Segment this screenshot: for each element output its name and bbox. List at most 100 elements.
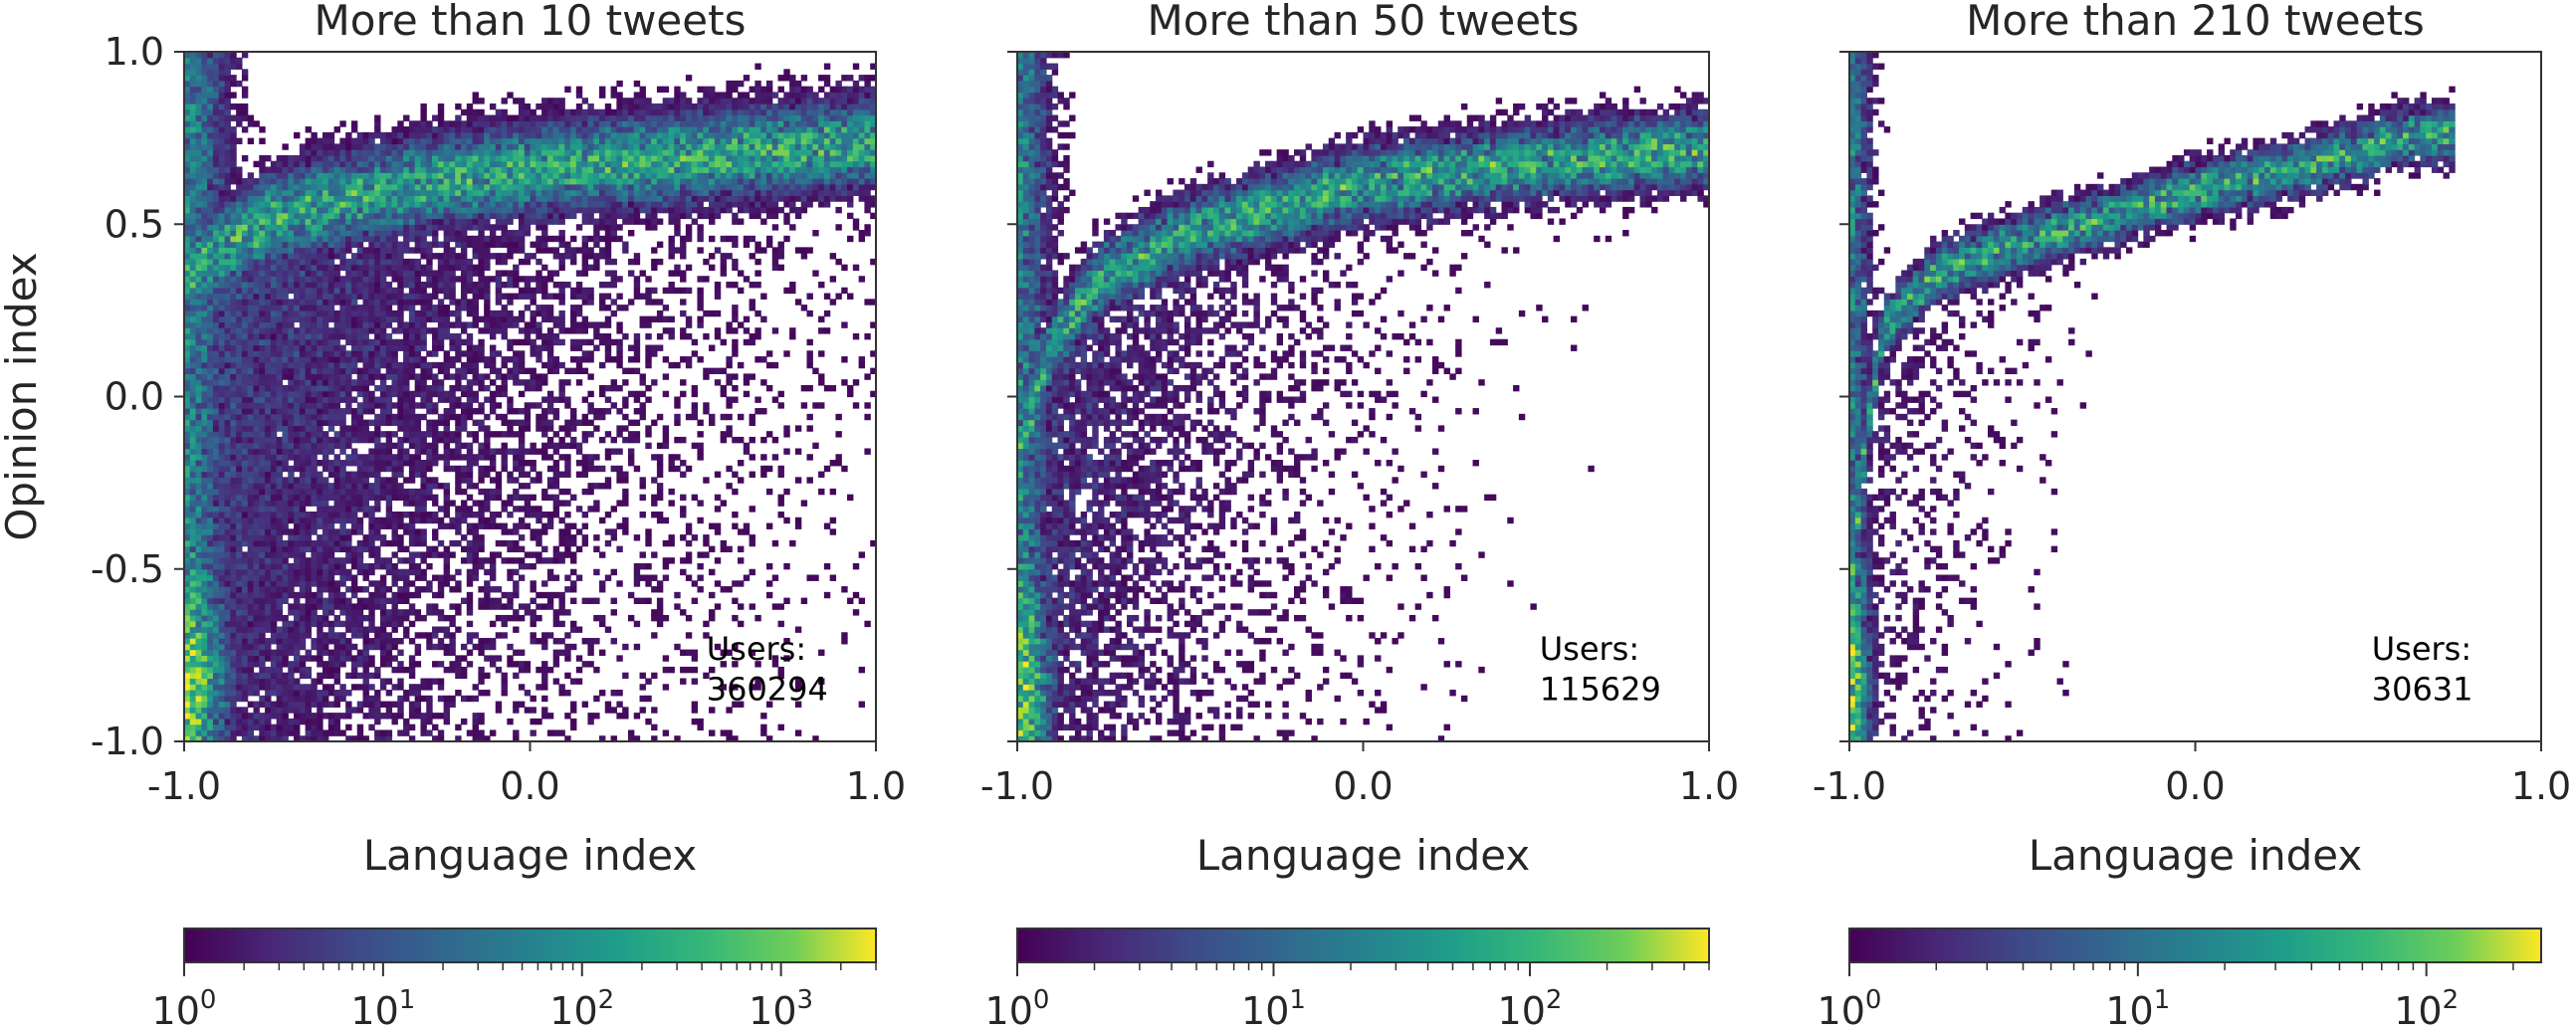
heatmap-cell <box>409 667 415 673</box>
heatmap-cell <box>300 431 306 437</box>
heatmap-cell <box>386 259 392 265</box>
heatmap-cell <box>322 247 328 253</box>
heatmap-cell <box>444 253 450 259</box>
heatmap-cell <box>374 385 380 391</box>
heatmap-cell <box>444 195 450 201</box>
heatmap-cell <box>271 190 277 196</box>
heatmap-cell <box>236 632 242 638</box>
heatmap-cell <box>449 632 455 638</box>
heatmap-cell <box>392 167 398 173</box>
heatmap-cell <box>265 402 271 408</box>
heatmap-cell <box>409 310 415 316</box>
heatmap-cell <box>242 483 248 489</box>
heatmap-cell <box>277 408 283 414</box>
heatmap-cell <box>201 120 207 126</box>
heatmap-cell <box>322 201 328 207</box>
heatmap-cell <box>277 420 283 426</box>
heatmap-cell <box>392 569 398 575</box>
heatmap-cell <box>207 580 213 586</box>
heatmap-cell <box>386 350 392 356</box>
heatmap-cell <box>300 684 306 690</box>
heatmap-cell <box>196 58 202 64</box>
heatmap-cell <box>242 224 248 230</box>
heatmap-cell <box>455 207 461 213</box>
heatmap-cell <box>300 495 306 501</box>
heatmap-cell <box>219 425 225 431</box>
heatmap-cell <box>219 563 225 569</box>
heatmap-cell <box>277 299 283 305</box>
heatmap-cell <box>300 644 306 650</box>
heatmap-cell <box>386 253 392 259</box>
heatmap-cell <box>248 379 254 385</box>
heatmap-cell <box>490 655 496 661</box>
heatmap-cell <box>317 673 322 679</box>
heatmap-cell <box>455 184 461 190</box>
heatmap-cell <box>322 713 328 719</box>
heatmap-cell <box>259 265 265 271</box>
heatmap-cell <box>432 408 438 414</box>
heatmap-cell <box>196 299 202 305</box>
heatmap-cell <box>374 120 380 126</box>
heatmap-cell <box>248 551 254 557</box>
heatmap-cell <box>300 557 306 563</box>
heatmap-cell <box>242 551 248 557</box>
heatmap-cell <box>254 379 260 385</box>
heatmap-cell <box>397 288 403 294</box>
heatmap-cell <box>432 178 438 184</box>
heatmap-cell <box>432 195 438 201</box>
heatmap-cell <box>294 167 300 173</box>
heatmap-cell <box>259 673 265 679</box>
heatmap-cell <box>363 713 369 719</box>
heatmap-cell <box>397 454 403 460</box>
heatmap-cell <box>490 368 496 374</box>
heatmap-cell <box>426 132 432 138</box>
heatmap-cell <box>254 327 260 333</box>
heatmap-cell <box>306 477 312 483</box>
heatmap-cell <box>242 213 248 219</box>
heatmap-cell <box>201 661 207 667</box>
heatmap-cell <box>277 534 283 540</box>
heatmap-cell <box>190 81 196 87</box>
heatmap-cell <box>397 397 403 403</box>
heatmap-cell <box>201 546 207 552</box>
heatmap-cell <box>461 230 467 236</box>
heatmap-cell <box>265 546 271 552</box>
heatmap-cell <box>271 603 277 609</box>
heatmap-cell <box>397 155 403 161</box>
heatmap-cell <box>420 299 426 305</box>
heatmap-cell <box>207 172 213 178</box>
heatmap-cell <box>345 143 351 149</box>
heatmap-cell <box>420 126 426 132</box>
heatmap-cell <box>432 201 438 207</box>
heatmap-cell <box>201 356 207 362</box>
heatmap-cell <box>357 265 363 271</box>
heatmap-cell <box>294 609 300 615</box>
heatmap-cell <box>363 477 369 483</box>
heatmap-cell <box>311 644 317 650</box>
heatmap-cell <box>357 661 363 667</box>
heatmap-cell <box>484 495 490 501</box>
heatmap-cell <box>300 282 306 288</box>
heatmap-cell <box>230 155 236 161</box>
heatmap-cell <box>403 575 409 581</box>
heatmap-cell <box>242 523 248 529</box>
heatmap-cell <box>351 506 357 512</box>
heatmap-cell <box>415 195 421 201</box>
heatmap-cell <box>196 667 202 673</box>
heatmap-cell <box>230 575 236 581</box>
heatmap-cell <box>219 667 225 673</box>
heatmap-cell <box>461 242 467 248</box>
heatmap-cell <box>461 350 467 356</box>
heatmap-cell <box>415 391 421 397</box>
heatmap-cell <box>282 391 288 397</box>
heatmap-cell <box>345 230 351 236</box>
heatmap-cell <box>248 420 254 426</box>
heatmap-cell <box>271 638 277 644</box>
heatmap-cell <box>322 190 328 196</box>
heatmap-cell <box>190 729 196 735</box>
heatmap-cell <box>449 362 455 368</box>
heatmap-cell <box>236 580 242 586</box>
heatmap-cell <box>282 724 288 730</box>
heatmap-cell <box>368 345 374 351</box>
heatmap-cell <box>392 460 398 466</box>
